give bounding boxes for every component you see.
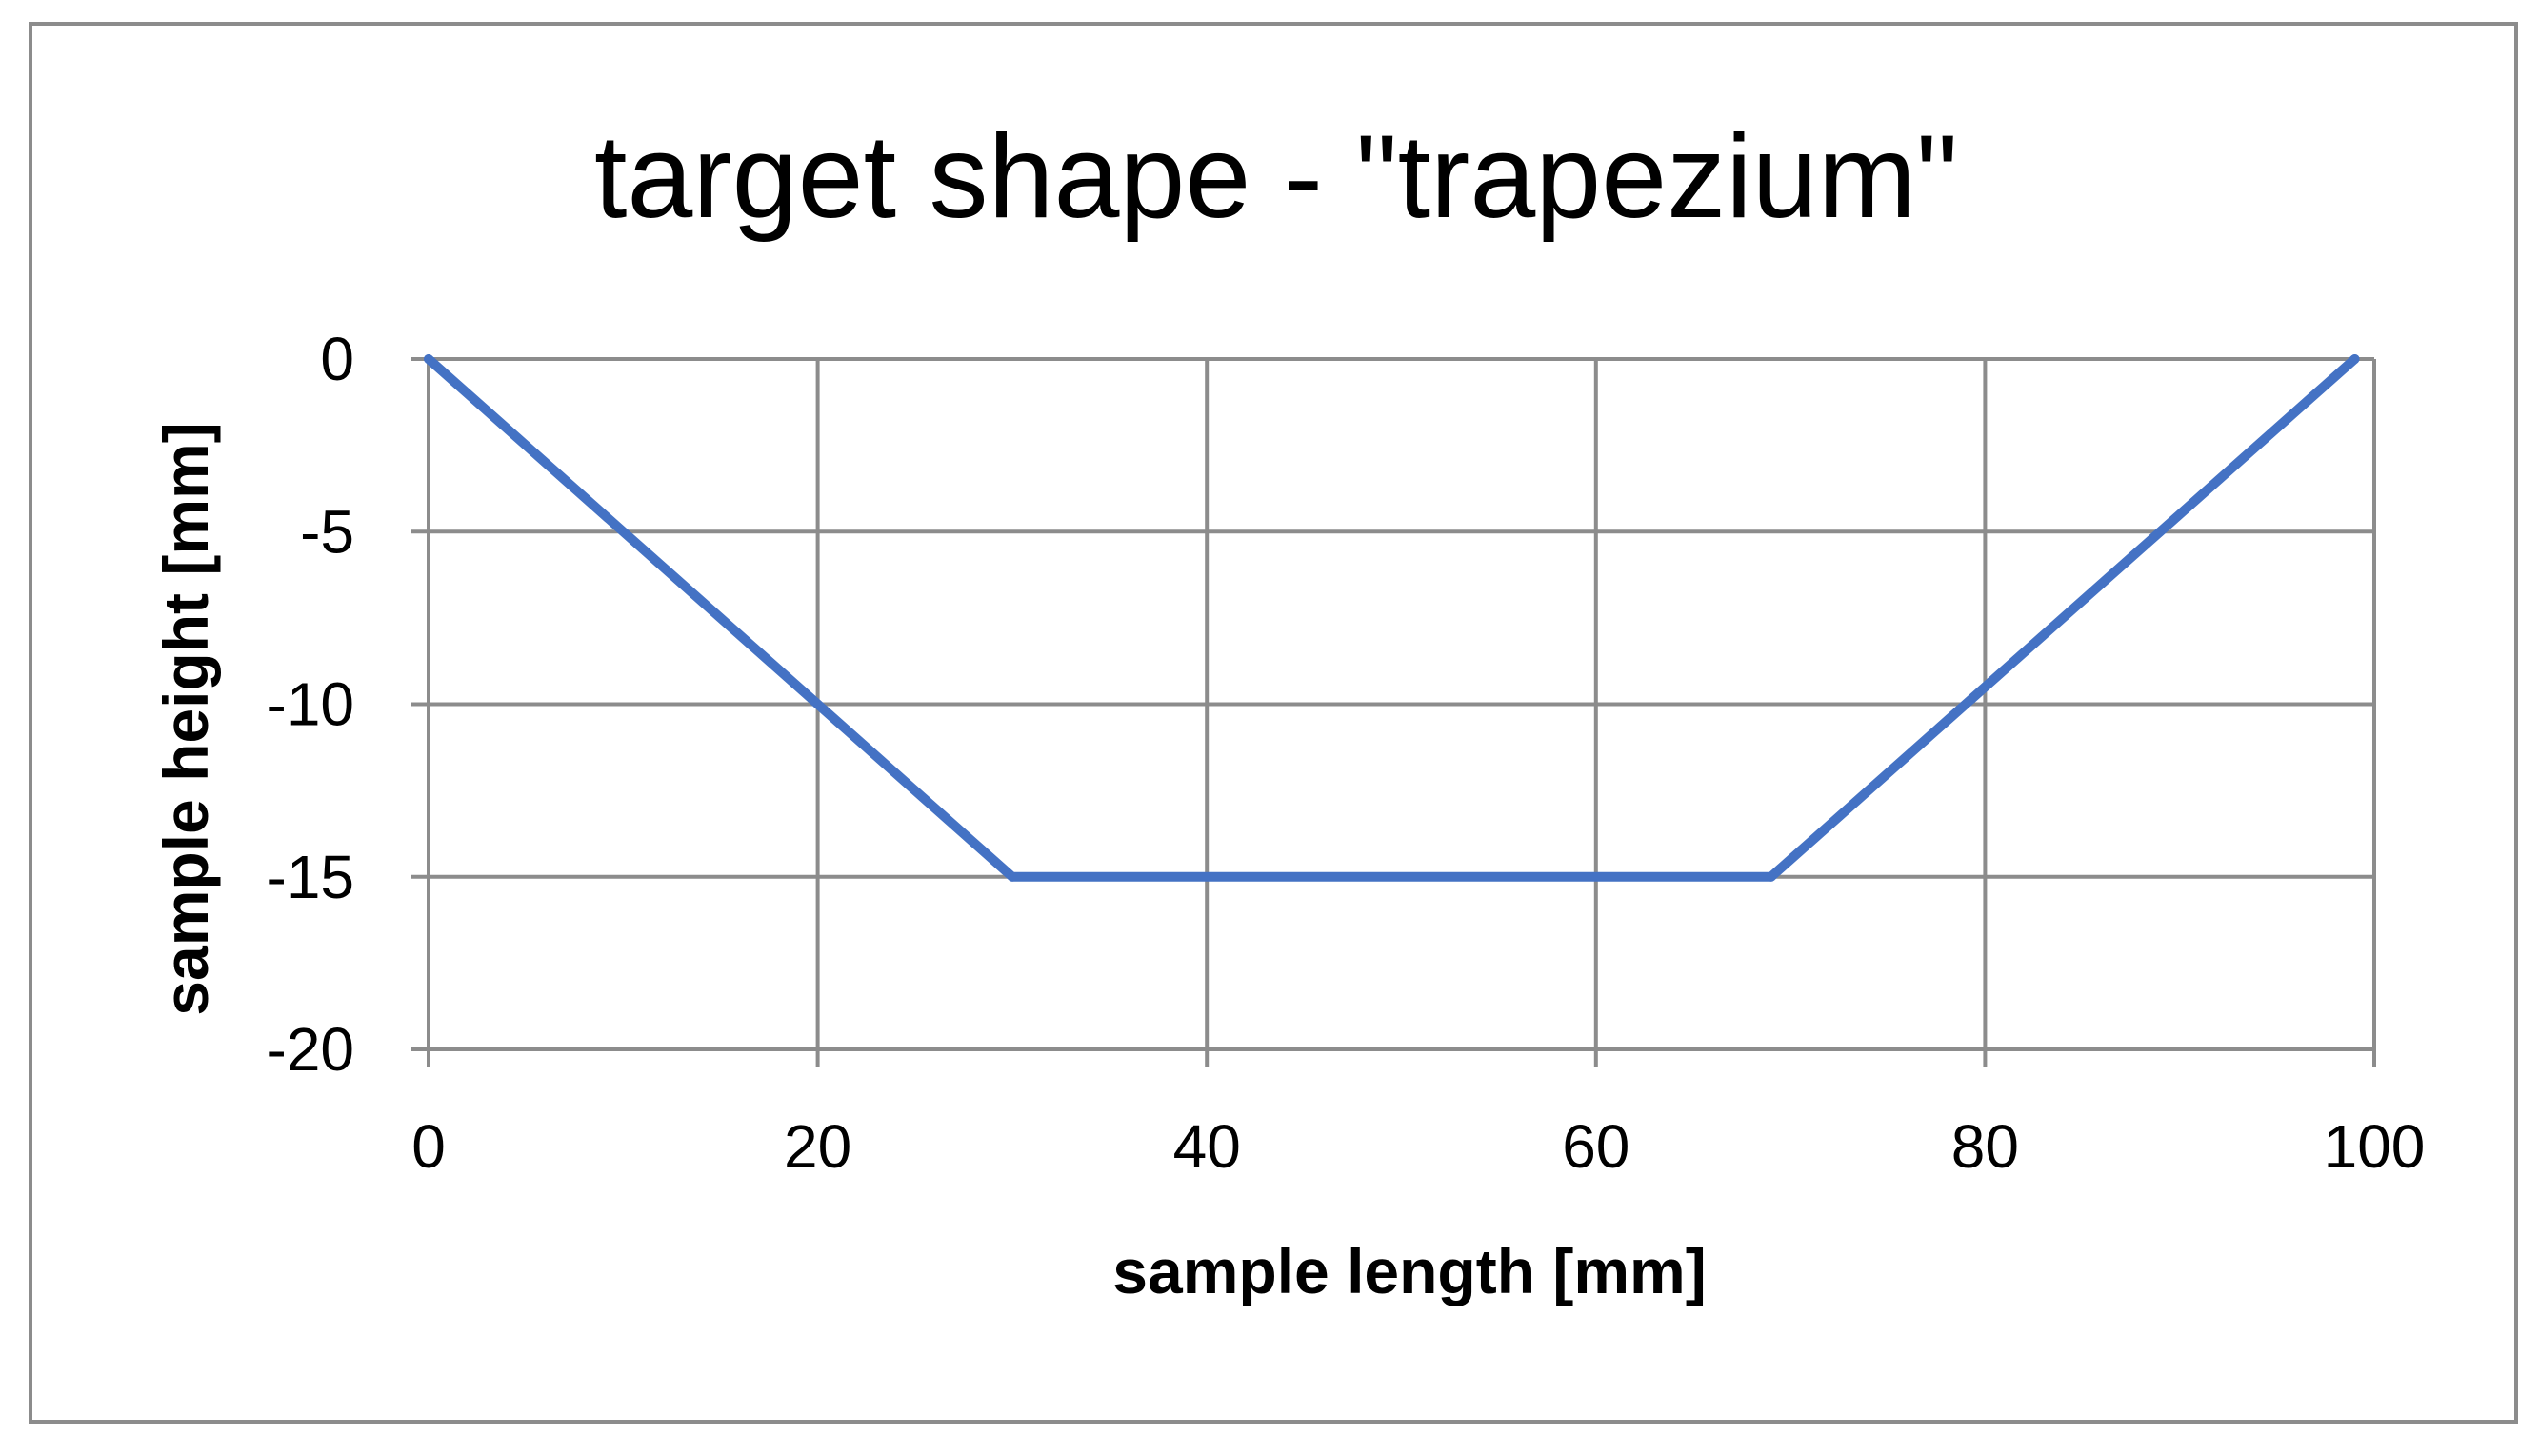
chart-border	[29, 22, 2518, 1424]
y-tick-label: -10	[267, 670, 355, 739]
data-point	[1766, 871, 1776, 882]
x-tick-label: 0	[411, 1112, 446, 1181]
y-tick-label: -20	[267, 1015, 355, 1084]
tick-labels: 0 -5 -10 -15 -20 0 20 40 60 80 100	[267, 325, 2426, 1181]
x-tick-label: 100	[2324, 1112, 2426, 1181]
y-axis-title: sample height [mm]	[150, 422, 221, 1015]
series-line	[424, 354, 2360, 882]
data-point	[2349, 354, 2360, 364]
x-axis-title: sample length [mm]	[1112, 1236, 1706, 1306]
data-point	[424, 354, 433, 364]
data-point	[1007, 871, 1017, 882]
x-tick-label: 80	[1951, 1112, 2019, 1181]
x-tick-label: 60	[1562, 1112, 1629, 1181]
y-tick-label: 0	[320, 325, 354, 393]
series-lines	[424, 354, 2360, 882]
y-tick-label: -15	[267, 843, 355, 911]
y-tick-label: -5	[300, 497, 354, 566]
x-tick-label: 20	[784, 1112, 851, 1181]
grid-lines	[411, 357, 2376, 1067]
x-tick-label: 40	[1173, 1112, 1241, 1181]
chart-title: target shape - "trapezium"	[594, 111, 1958, 243]
